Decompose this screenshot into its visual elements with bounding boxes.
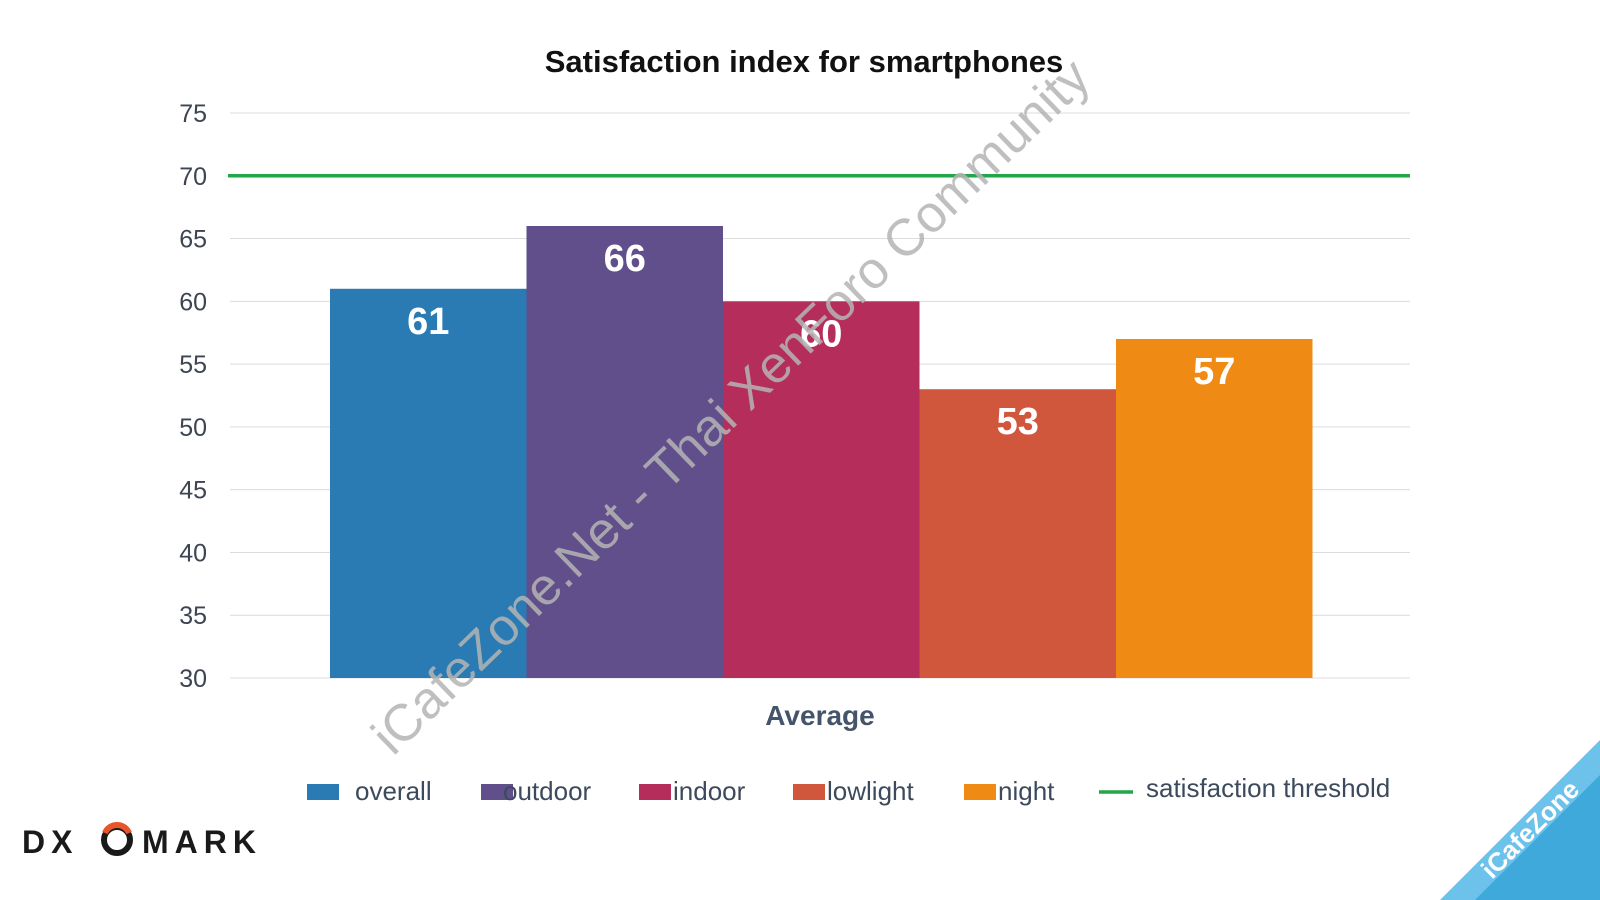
y-tick-label: 65: [179, 226, 207, 254]
bar-outdoor: [526, 226, 723, 678]
bar-indoor: [723, 301, 920, 678]
legend-item-threshold: satisfaction threshold: [1146, 773, 1390, 803]
y-tick-label: 50: [179, 414, 207, 442]
legend-item-lowlight: lowlight: [827, 776, 914, 806]
bar-night: [1116, 339, 1313, 678]
bar-value-label: 61: [407, 301, 449, 343]
bar-value-label: 60: [800, 313, 842, 355]
y-axis-ticks: 30 35 40 45 50 55 60 65 70 75: [179, 100, 207, 693]
legend-swatch-night: [964, 784, 996, 800]
x-category-label: Average: [765, 700, 874, 731]
legend-item-overall: overall: [355, 776, 432, 806]
y-tick-label: 30: [179, 665, 207, 693]
y-tick-label: 45: [179, 477, 207, 505]
logo-o-accent: [102, 822, 132, 835]
y-tick-label: 55: [179, 351, 207, 379]
bar-value-label: 53: [997, 401, 1039, 443]
chart-title: Satisfaction index for smartphones: [545, 44, 1064, 79]
x-axis-categories: Average: [765, 700, 874, 731]
bars: [330, 226, 1313, 678]
legend-item-indoor: indoor: [673, 776, 746, 806]
legend-swatch-overall: [307, 784, 339, 800]
bar-value-label: 57: [1193, 351, 1235, 393]
bar-lowlight: [919, 389, 1116, 678]
legend-swatch-outdoor: [481, 784, 513, 800]
legend-swatch-indoor: [639, 784, 671, 800]
logo-text-2: MARK: [142, 824, 262, 860]
y-tick-label: 60: [179, 288, 207, 316]
dxomark-logo: DX MARK: [22, 822, 262, 860]
legend-item-outdoor: outdoor: [503, 776, 592, 806]
y-tick-label: 35: [179, 602, 207, 630]
bar-value-label: 66: [604, 238, 646, 280]
legend-swatch-lowlight: [793, 784, 825, 800]
logo-text: DX: [22, 824, 78, 860]
y-tick-label: 70: [179, 163, 207, 191]
legend-item-night: night: [998, 776, 1055, 806]
y-tick-label: 75: [179, 100, 207, 128]
corner-ribbon-inner: [1475, 775, 1600, 900]
corner-badge: iCafeZone: [1440, 740, 1600, 900]
bar-labels: 61 66 60 53 57: [407, 238, 1235, 443]
bar-overall: [330, 288, 527, 678]
legend: overall outdoor indoor lowlight night satisfa…: [307, 773, 1390, 806]
y-tick-label: 40: [179, 539, 207, 567]
